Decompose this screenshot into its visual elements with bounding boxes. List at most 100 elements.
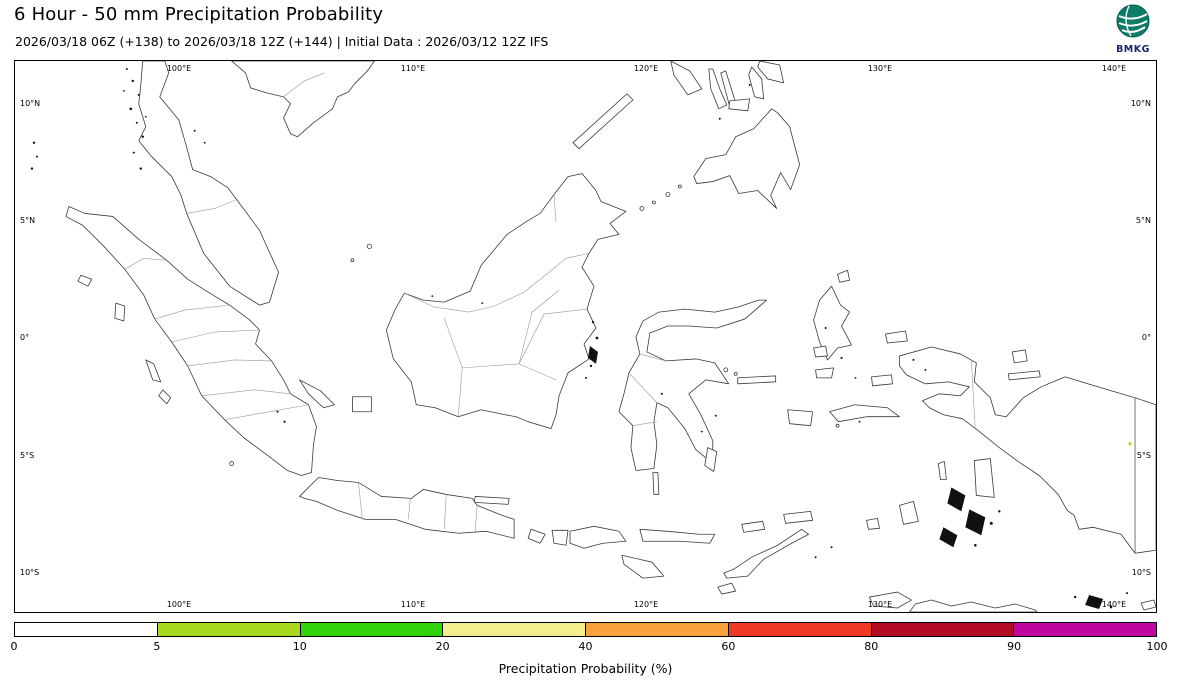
- colorbar-tick: 0: [10, 640, 18, 653]
- colorbar-tick: 60: [721, 640, 736, 653]
- lon-label: 120°E: [633, 600, 659, 609]
- lat-label: 5°S: [20, 451, 35, 460]
- island-nias: [114, 302, 126, 322]
- colorbar-label: Precipitation Probability (%): [498, 661, 673, 676]
- lon-label: 110°E: [400, 600, 426, 609]
- lon-label: 140°E: [1101, 64, 1127, 73]
- colorbar-tick: 90: [1007, 640, 1022, 653]
- colorbar-tick: 5: [153, 640, 161, 653]
- admin-boundaries: [124, 72, 1136, 554]
- island-kai: [937, 461, 947, 480]
- lat-label: 10°S: [1131, 568, 1151, 577]
- island-palawan: [572, 93, 634, 150]
- coast-torres: [1140, 599, 1156, 611]
- colorbar-tick: 10: [292, 640, 307, 653]
- colorbar-tick: 40: [578, 640, 593, 653]
- island-sulu-1: [639, 206, 645, 211]
- map-frame: 10°N 10°N 5°N 5°N 0° 0° 5°S 5°S 10°S 10°S 100°E 100…: [14, 60, 1157, 613]
- island-banggai-1: [723, 367, 729, 373]
- island-buru: [787, 409, 814, 427]
- colorbar-segment-10-20: [299, 623, 443, 636]
- island-bangka: [299, 379, 335, 409]
- island-samar: [757, 61, 785, 84]
- island-bohol: [728, 98, 751, 112]
- island-banggai-2: [733, 371, 738, 376]
- island-mentawai-1: [145, 359, 162, 383]
- coastlines: [65, 61, 1156, 612]
- landmass-malay-peninsula: [138, 61, 279, 306]
- lat-label: 5°N: [20, 216, 36, 225]
- landmass-indochina: [231, 61, 375, 138]
- island-anambas: [350, 258, 355, 263]
- lat-label: 10°N: [1130, 99, 1151, 108]
- island-sumbawa: [569, 525, 627, 549]
- indonesia-map: [30, 61, 1156, 612]
- island-yapen: [1007, 370, 1041, 381]
- lon-label: 100°E: [166, 64, 192, 73]
- colorbar-tick: 20: [435, 640, 450, 653]
- lon-label: 130°E: [867, 600, 893, 609]
- colorbar-tick: 100: [1146, 640, 1168, 653]
- island-misool: [871, 374, 893, 387]
- island-aru: [973, 458, 995, 498]
- island-simeulue: [77, 274, 93, 287]
- island-negros: [708, 68, 728, 110]
- island-belitung: [352, 396, 372, 413]
- island-enggano: [229, 461, 235, 466]
- lat-label: 10°S: [20, 568, 40, 577]
- colorbar-segment-5-10: [156, 623, 300, 636]
- island-mentawai-2: [158, 389, 172, 405]
- colorbar-ticks: 0 5 10 20 40 60 80 90 100: [10, 640, 1168, 654]
- colorbar: [14, 622, 1157, 637]
- island-java: [299, 477, 515, 539]
- bmkg-logo-text: BMKG: [1116, 44, 1150, 55]
- island-alor: [741, 520, 766, 533]
- page-title: 6 Hour - 50 mm Precipitation Probability: [14, 4, 384, 25]
- island-selayar: [652, 472, 660, 495]
- lon-label: 140°E: [1101, 600, 1127, 609]
- lon-label: 120°E: [633, 64, 659, 73]
- island-rote: [717, 582, 737, 595]
- lat-label: 5°N: [1135, 216, 1151, 225]
- coast-arnhem: [909, 599, 1038, 612]
- map-speckles: [30, 67, 1129, 610]
- island-sulu-2: [651, 200, 656, 205]
- island-sulawesi: [618, 299, 768, 471]
- colorbar-segment-60-80: [727, 623, 871, 636]
- island-seram: [829, 404, 900, 423]
- island-leyte: [748, 66, 765, 100]
- island-timor: [723, 528, 810, 579]
- colorbar-segment-0-5: [15, 623, 157, 636]
- island-bacan: [813, 345, 828, 358]
- lat-label: 0°: [20, 333, 30, 342]
- lon-label: 100°E: [166, 600, 192, 609]
- colorbar-segment-80-90: [870, 623, 1014, 636]
- colorbar-segment-40-60: [585, 623, 728, 636]
- page-subtitle: 2026/03/18 06Z (+138) to 2026/03/18 12Z …: [15, 34, 549, 49]
- island-lombok: [551, 529, 569, 546]
- island-flores: [639, 528, 716, 544]
- island-mindanao: [693, 108, 801, 209]
- island-morotai: [837, 269, 850, 283]
- island-sumba: [621, 554, 665, 579]
- island-waigeo: [885, 330, 908, 344]
- island-panay: [670, 61, 703, 96]
- island-sumatra: [65, 206, 317, 476]
- probability-dot: [1128, 442, 1132, 446]
- bmkg-logo-icon: [1116, 4, 1150, 38]
- island-borneo: [385, 173, 627, 430]
- island-tanimbar: [899, 501, 919, 525]
- island-buton: [704, 447, 718, 472]
- island-melville: [869, 591, 912, 609]
- lat-label: 10°N: [20, 99, 41, 108]
- island-biak: [1011, 349, 1028, 364]
- island-babar: [866, 517, 880, 530]
- island-natuna: [366, 243, 372, 249]
- lon-label: 110°E: [400, 64, 426, 73]
- island-ambon: [835, 423, 840, 428]
- island-sulu-3: [665, 192, 671, 197]
- lat-label: 0°: [1141, 333, 1151, 342]
- island-halmahera: [813, 285, 852, 361]
- colorbar-segment-90-100: [1013, 623, 1156, 636]
